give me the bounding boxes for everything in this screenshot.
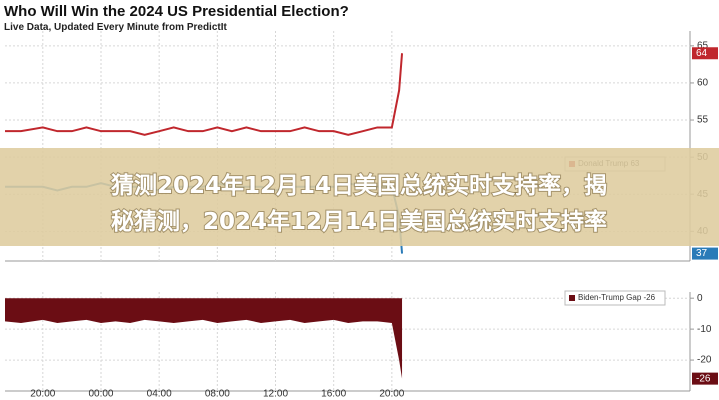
chart-title: Who Will Win the 2024 US Presidential El… xyxy=(4,3,349,20)
y-tick-label: -10 xyxy=(697,324,712,335)
last-value-label: -26 xyxy=(696,373,711,384)
last-value-box xyxy=(692,47,718,60)
y-tick-label: 0 xyxy=(697,293,703,304)
last-value-label: 64 xyxy=(696,48,708,59)
line xyxy=(5,53,404,136)
legend-label: Biden-Trump Gap -26 xyxy=(578,293,656,302)
legend-box xyxy=(564,290,666,306)
x-tick-label: 00:00 xyxy=(88,389,113,400)
banner-text: 猜测2024年12月14日美国总统实时支持率，揭 xyxy=(110,172,607,199)
x-tick-label: 04:00 xyxy=(147,389,172,400)
y-tick-label: -20 xyxy=(697,355,712,366)
x-tick-label: 20:00 xyxy=(379,389,404,400)
x-tick-label: 16:00 xyxy=(321,389,346,400)
area xyxy=(5,298,403,379)
y-tick-label: 60 xyxy=(697,78,709,89)
legend-swatch xyxy=(569,295,575,301)
banner-background xyxy=(0,148,719,246)
last-value-box xyxy=(692,247,718,260)
y-tick-label: 55 xyxy=(697,115,709,126)
banner-text: 秘猜测，2024年12月14日美国总统实时支持率 xyxy=(111,208,607,235)
last-value-label: 37 xyxy=(696,248,708,259)
x-tick-label: 20:00 xyxy=(30,389,55,400)
chart-subtitle: Live Data, Updated Every Minute from Pre… xyxy=(4,22,227,33)
last-value-box xyxy=(692,372,718,385)
y-tick-label: 65 xyxy=(697,40,709,51)
x-tick-label: 12:00 xyxy=(263,389,288,400)
x-tick-label: 08:00 xyxy=(205,389,230,400)
